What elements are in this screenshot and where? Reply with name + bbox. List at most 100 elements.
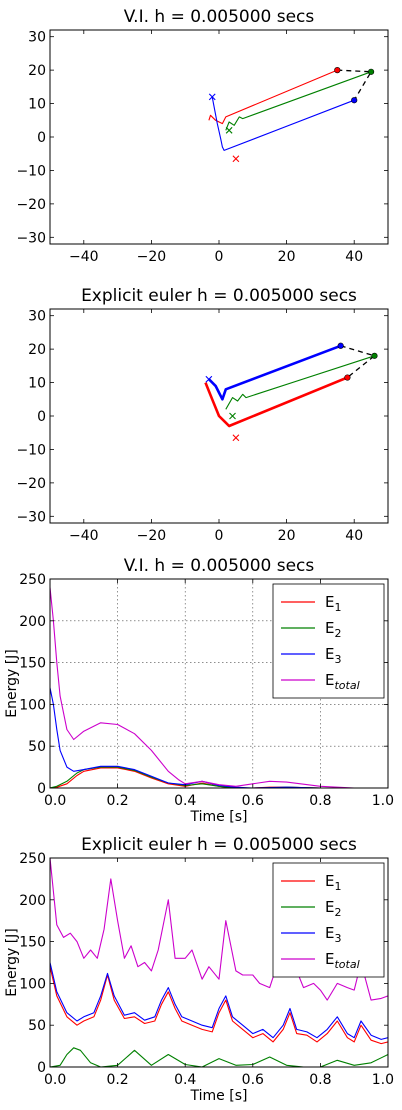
- series-line-2: [225, 355, 375, 410]
- legend-label-subscript: 3: [334, 932, 341, 945]
- x-tick-label: 0.2: [106, 793, 128, 809]
- chart-title: V.I. h = 0.005000 secs: [124, 7, 315, 27]
- legend-label: E3: [325, 645, 341, 666]
- legend-label: E2: [325, 898, 341, 919]
- series-line-1: [204, 376, 348, 428]
- x-tick-label: 40: [345, 528, 363, 544]
- y-axis-label: Energy [J]: [4, 649, 20, 718]
- x-tick-label: 1.0: [372, 1072, 394, 1088]
- y-tick-label: 20: [28, 342, 46, 358]
- series-line-2: [225, 71, 372, 131]
- y-tick-label: −20: [16, 197, 46, 213]
- chart-2: −40 −20 0 20 40 −30 −20 −10 0 10 20 30 Explicit eule…: [16, 286, 389, 544]
- x-tick-label: 0: [215, 249, 224, 265]
- legend-label-subscript: 2: [334, 906, 341, 919]
- y-tick-label: −30: [16, 509, 46, 525]
- y-tick-label: 0: [37, 1060, 46, 1076]
- legend-label-subscript: 2: [334, 627, 341, 640]
- y-tick-label: 250: [19, 572, 46, 588]
- series-line-3: [207, 344, 342, 401]
- endpoint-marker: [368, 68, 375, 75]
- y-tick-label: 30: [28, 30, 46, 46]
- legend-label-base: E: [325, 671, 334, 689]
- series-line-4: [50, 858, 388, 1001]
- x-tick-label: 0.8: [309, 793, 331, 809]
- x-tick-label: 20: [278, 249, 296, 265]
- x-axis-label: Time [s]: [190, 1088, 248, 1104]
- start-marker: [229, 412, 236, 420]
- x-tick-label: 0.8: [309, 1072, 331, 1088]
- y-tick-label: 50: [28, 1018, 46, 1034]
- chart-4: 0.0 0.2 0.4 0.6 0.8 1.0 0 50 100 150 200 250 Explici…: [4, 835, 394, 1104]
- y-tick-label: 100: [19, 697, 46, 713]
- legend-label: Etotal: [325, 671, 360, 692]
- x-tick-label: −20: [137, 528, 167, 544]
- endpoint-marker: [371, 352, 378, 359]
- y-tick-label: 50: [28, 739, 46, 755]
- endpoint-marker: [334, 67, 341, 74]
- x-tick-label: 0.6: [242, 793, 264, 809]
- y-tick-label: 200: [19, 893, 46, 909]
- x-tick-label: −40: [69, 528, 99, 544]
- series-line-3: [50, 962, 388, 1040]
- x-tick-label: 0.0: [44, 1072, 66, 1088]
- y-tick-label: −30: [16, 230, 46, 246]
- x-tick-label: 20: [278, 528, 296, 544]
- chart-1: −40 −20 0 20 40 −30 −20 −10 0 10 20 30 V.I. h = 0.00…: [16, 7, 389, 265]
- y-tick-label: 10: [28, 97, 46, 113]
- y-axis-label: Energy [J]: [4, 928, 20, 997]
- y-tick-label: 20: [28, 63, 46, 79]
- y-tick-label: 150: [19, 935, 46, 951]
- chart-3: 0.0 0.2 0.4 0.6 0.8 1.0 0 50 100 150 200 250 V.I. h …: [4, 556, 394, 825]
- legend-label: Etotal: [325, 950, 360, 971]
- x-tick-label: 0.6: [242, 1072, 264, 1088]
- legend-label-subscript: 3: [334, 653, 341, 666]
- series-line-1: [208, 69, 338, 125]
- legend-label: E3: [325, 924, 341, 945]
- x-tick-label: 1.0: [372, 793, 394, 809]
- plot-frame: [49, 857, 389, 1068]
- start-marker: [232, 434, 240, 442]
- legend-label-base: E: [325, 645, 334, 663]
- series-line-4: [340, 345, 376, 379]
- series-line-4: [337, 69, 372, 101]
- legend-label: E1: [325, 593, 341, 614]
- legend-label-base: E: [325, 898, 334, 916]
- legend-label: E1: [325, 872, 341, 893]
- legend-label-base: E: [325, 950, 334, 968]
- y-tick-label: −10: [16, 163, 46, 179]
- y-tick-label: −10: [16, 442, 46, 458]
- legend-label-subscript: total: [334, 679, 359, 692]
- x-tick-label: −20: [137, 249, 167, 265]
- x-tick-label: 0.4: [174, 793, 196, 809]
- legend-label-subscript: total: [334, 958, 359, 971]
- series-line-3: [50, 687, 388, 788]
- plot-series: [204, 342, 378, 442]
- x-tick-label: 0: [215, 528, 224, 544]
- x-tick-label: 0.2: [106, 1072, 128, 1088]
- y-tick-label: 0: [37, 409, 46, 425]
- plot-frame: [49, 578, 389, 789]
- legend-label-subscript: 1: [334, 880, 341, 893]
- start-marker: [225, 126, 233, 134]
- y-tick-label: 30: [28, 309, 46, 325]
- y-tick-label: 150: [19, 656, 46, 672]
- y-tick-label: 250: [19, 851, 46, 867]
- x-tick-label: 40: [345, 249, 363, 265]
- legend-label-base: E: [325, 872, 334, 890]
- plot-series: [50, 858, 388, 1067]
- endpoint-marker: [351, 97, 358, 104]
- series-line-1: [50, 966, 388, 1045]
- x-tick-label: 0.0: [44, 793, 66, 809]
- x-tick-label: 0.4: [174, 1072, 196, 1088]
- plot-series: [208, 67, 375, 163]
- endpoint-marker: [344, 374, 351, 381]
- legend-label-base: E: [325, 924, 334, 942]
- x-axis-label: Time [s]: [190, 809, 248, 825]
- legend-box: [272, 862, 385, 978]
- legend-box: [272, 583, 385, 699]
